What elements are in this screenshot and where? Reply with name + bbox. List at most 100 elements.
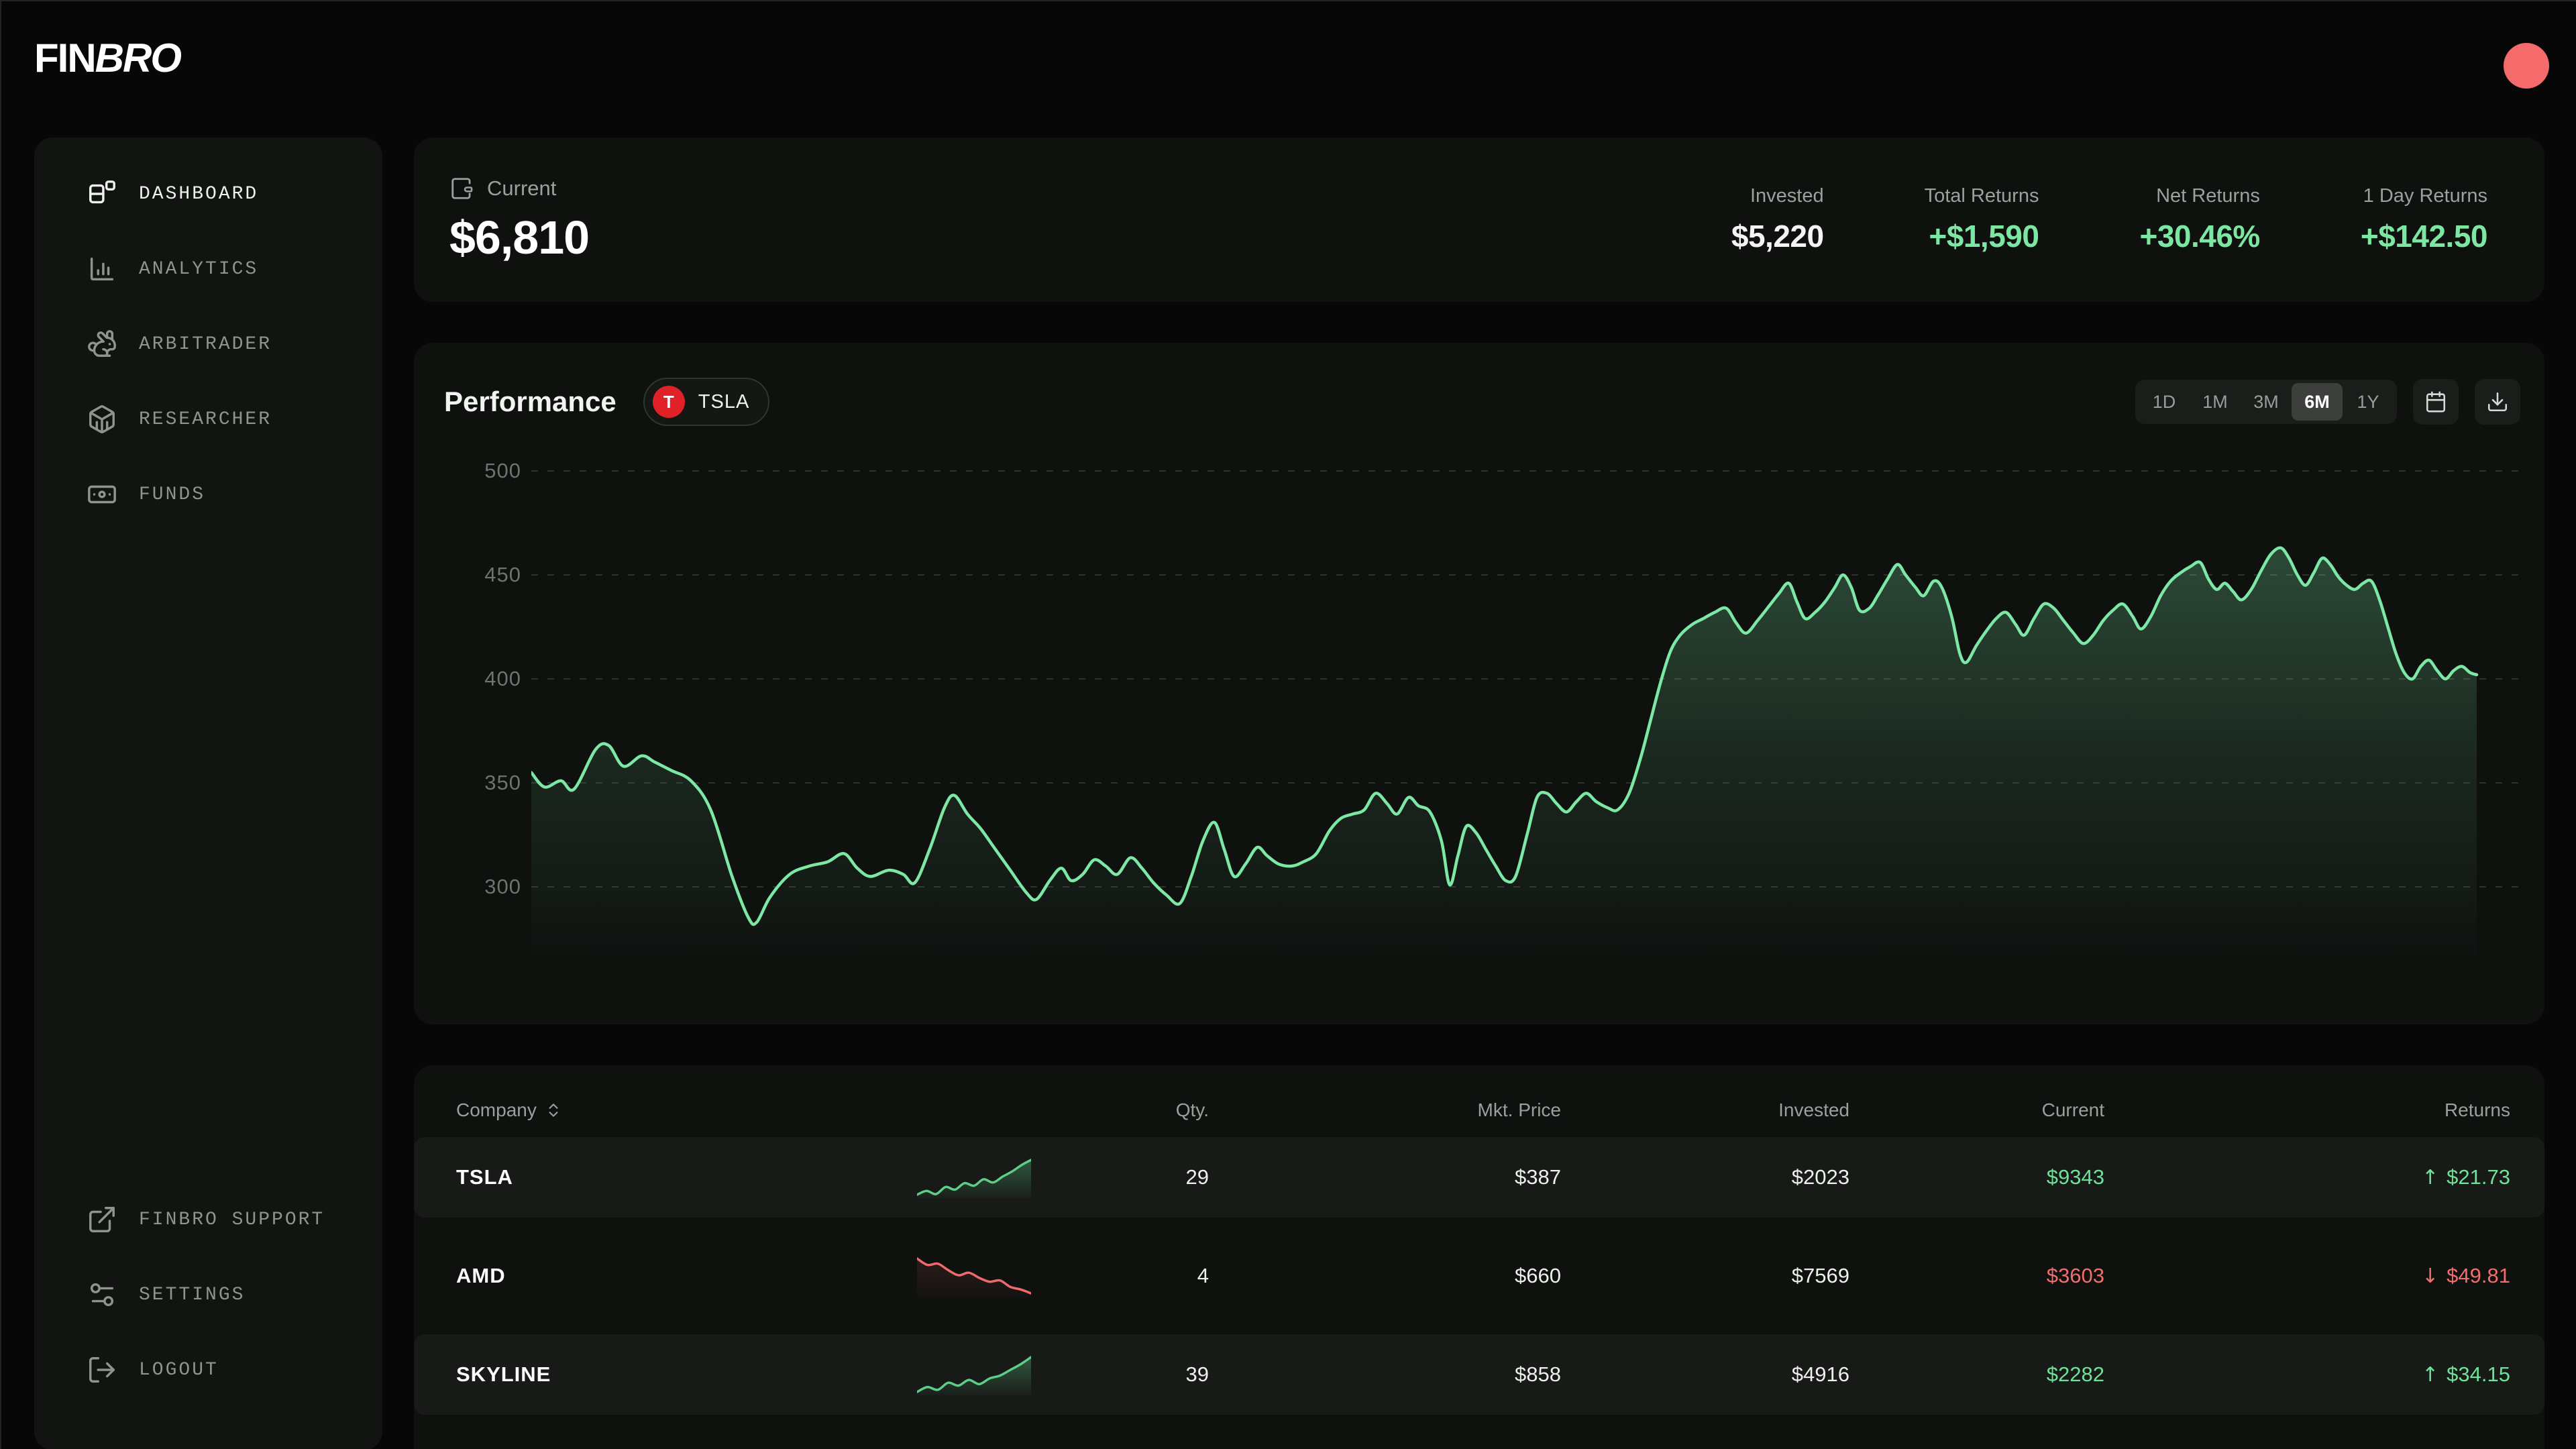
qty-value: 39 [1185,1362,1209,1386]
download-icon [2487,392,2508,412]
table-row-amd[interactable]: AMD 4 $660 $7569 $3603 ↓ $49.81 [414,1236,2544,1316]
box-icon [89,405,115,433]
column-invested: Invested [1778,1099,1849,1120]
mkt-price-value: $660 [1515,1264,1561,1287]
current-value: $6,810 [449,211,590,264]
sparkline-tsla [917,1159,1031,1199]
dashboard-grid-icon [89,180,115,204]
download-button[interactable] [2475,379,2520,425]
summary-stats: Invested $5,220 Total Returns +$1,590 Ne… [1731,185,2488,254]
company-name: TSLA [456,1165,513,1189]
sidebar-item-dashboard[interactable]: DASHBOARD [34,156,382,231]
sidebar-item-support[interactable]: FINBRO SUPPORT [34,1182,382,1257]
holdings-card: Company Qty. Mkt. Price Invested Current… [414,1065,2544,1449]
stat-total-returns: Total Returns +$1,590 [1924,185,2039,254]
summary-card: Current $6,810 Invested $5,220 Total Ret… [414,138,2544,302]
trend-up-icon: ↑ [2422,1362,2439,1387]
column-qty: Qty. [1175,1099,1209,1120]
external-link-icon [89,1207,115,1232]
company-name: SKYLINE [456,1362,551,1386]
mkt-price-value: $858 [1515,1362,1561,1386]
returns-value: ↑ $34.15 [2422,1362,2510,1387]
calendar-button[interactable] [2413,379,2459,425]
table-row-skyline[interactable]: SKYLINE 39 $858 $4916 $2282 ↑ $34.15 [414,1334,2544,1415]
avatar[interactable] [2504,43,2549,89]
invested-value: $4916 [1791,1362,1849,1386]
sidebar-item-label: FINBRO SUPPORT [139,1209,325,1230]
range-selector: 1D 1M 3M 6M 1Y [2135,380,2397,424]
rabbit-icon [88,330,116,357]
current-value: $9343 [2046,1165,2104,1189]
returns-value: ↑ $21.73 [2422,1165,2510,1189]
trend-up-icon: ↑ [2422,1165,2439,1189]
invested-value: $7569 [1791,1264,1849,1287]
wallet-icon [451,177,473,199]
sort-icon [549,1104,558,1117]
y-axis-tick: 300 [484,875,521,898]
qty-value: 4 [1197,1264,1209,1287]
sidebar-item-funds[interactable]: FUNDS [34,457,382,532]
range-1d[interactable]: 1D [2139,383,2190,421]
invested-value: $2023 [1791,1165,1849,1189]
range-6m[interactable]: 6M [2292,383,2343,421]
table-header: Company Qty. Mkt. Price Invested Current… [414,1095,2544,1125]
column-company[interactable]: Company [456,1099,883,1121]
ticker-badge[interactable]: T TSLA [643,378,770,426]
range-1y[interactable]: 1Y [2343,383,2394,421]
column-current: Current [2041,1099,2104,1120]
sidebar-item-settings[interactable]: SETTINGS [34,1257,382,1332]
stat-net-returns: Net Returns +30.46% [2139,185,2260,254]
range-1m[interactable]: 1M [2190,383,2241,421]
performance-chart: 500 450 400 350 300 [414,444,2544,954]
stat-invested: Invested $5,220 [1731,185,1824,254]
range-3m[interactable]: 3M [2241,383,2292,421]
sidebar-item-label: ARBITRADER [139,333,272,355]
current-value: $2282 [2046,1362,2104,1386]
company-name: AMD [456,1264,506,1287]
sidebar-nav: DASHBOARD ANALYTICS ARBITRADER [34,156,382,532]
performance-card: Performance T TSLA 1D 1M 3M 6M 1Y [414,343,2544,1024]
performance-chart-svg[interactable] [531,444,2520,954]
returns-value: ↓ $49.81 [2422,1264,2510,1288]
sidebar-item-researcher[interactable]: RESEARCHER [34,382,382,457]
sidebar-item-label: RESEARCHER [139,409,272,430]
mkt-price-value: $387 [1515,1165,1561,1189]
current-balance-block: Current $6,810 [449,176,590,264]
qty-value: 29 [1185,1165,1209,1189]
chart-series [531,546,2479,954]
sidebar-item-label: FUNDS [139,484,206,505]
sidebar-item-label: DASHBOARD [139,183,259,205]
finbro-logo: FINBRO [34,36,182,80]
current-label: Current [487,176,557,200]
current-value: $3603 [2046,1264,2104,1287]
sidebar-footer: FINBRO SUPPORT SETTINGS LOGOUT [34,1182,382,1407]
y-axis-tick: 450 [484,563,521,586]
ticker-symbol: TSLA [698,390,750,413]
sparkline-skyline [917,1356,1031,1396]
sidebar-item-analytics[interactable]: ANALYTICS [34,231,382,307]
stat-1day-returns: 1 Day Returns +$142.50 [2360,185,2488,254]
sidebar-item-label: SETTINGS [139,1284,246,1305]
performance-title: Performance [444,386,616,417]
chart-y-axis: 500 450 400 350 300 [414,444,521,954]
bar-chart-icon [90,257,114,281]
sidebar-item-arbitrader[interactable]: ARBITRADER [34,307,382,382]
y-axis-tick: 400 [484,667,521,690]
sliders-icon [90,1283,114,1307]
sparkline-amd [917,1257,1031,1297]
table-body: TSLA 29 $387 $2023 $9343 ↑ $21.73 AMD 4 … [414,1137,2544,1415]
column-returns: Returns [2444,1099,2510,1120]
banknote-icon [88,485,116,504]
logout-icon [89,1357,115,1383]
sidebar-item-logout[interactable]: LOGOUT [34,1332,382,1407]
column-mkt-price: Mkt. Price [1477,1099,1561,1120]
sidebar: DASHBOARD ANALYTICS ARBITRADER [34,138,382,1449]
table-row-tsla[interactable]: TSLA 29 $387 $2023 $9343 ↑ $21.73 [414,1137,2544,1218]
y-axis-tick: 350 [484,771,521,794]
topbar: FINBRO [1,1,2576,136]
trend-down-icon: ↓ [2422,1264,2439,1288]
tesla-logo-icon: T [652,386,685,418]
calendar-icon [2426,391,2446,413]
y-axis-tick: 500 [484,459,521,482]
